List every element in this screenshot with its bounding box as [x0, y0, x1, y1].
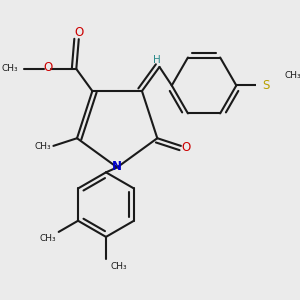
- Text: CH₃: CH₃: [111, 262, 128, 271]
- Text: CH₃: CH₃: [285, 71, 300, 80]
- Text: CH₃: CH₃: [40, 234, 56, 243]
- Text: H: H: [153, 55, 160, 65]
- Text: N: N: [112, 160, 122, 173]
- Text: O: O: [74, 26, 83, 39]
- Text: O: O: [182, 141, 191, 154]
- Text: S: S: [262, 79, 270, 92]
- Text: O: O: [43, 61, 52, 74]
- Text: CH₃: CH₃: [35, 142, 51, 151]
- Text: CH₃: CH₃: [1, 64, 18, 74]
